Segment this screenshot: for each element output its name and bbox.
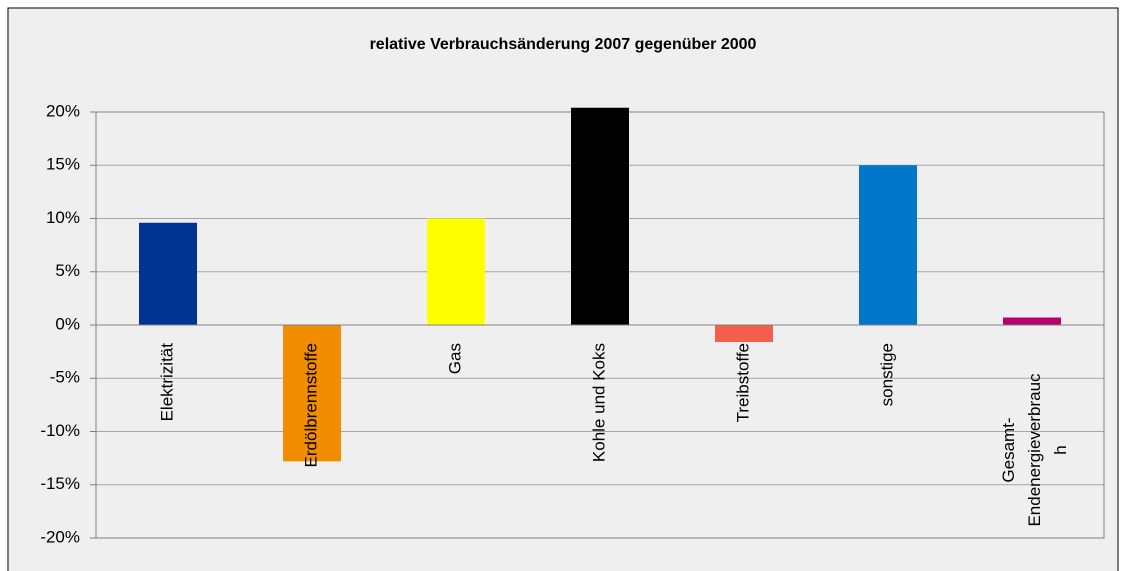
bar xyxy=(427,218,485,325)
y-tick-label: 10% xyxy=(46,208,80,227)
x-tick-label: Elektrizität xyxy=(157,343,176,422)
x-tick-label: Kohle und Koks xyxy=(589,343,608,462)
y-tick-label: -15% xyxy=(40,474,80,493)
bar xyxy=(283,325,341,462)
bar xyxy=(139,222,197,325)
y-tick-label: 0% xyxy=(55,314,80,333)
x-tick-label: sonstige xyxy=(877,343,896,406)
y-tick-label: -20% xyxy=(40,527,80,546)
y-tick-label: -5% xyxy=(50,368,80,387)
x-tick-label: Treibstoffe xyxy=(733,343,752,422)
y-tick-label: 15% xyxy=(46,155,80,174)
y-tick-label: 5% xyxy=(55,261,80,280)
x-tick-label: Erdölbrennstoffe xyxy=(301,343,320,467)
y-tick-label: -10% xyxy=(40,421,80,440)
bar xyxy=(1003,317,1061,325)
y-tick-label: 20% xyxy=(46,101,80,120)
bar xyxy=(571,107,629,326)
x-tick-label: Gas xyxy=(445,343,464,374)
bar xyxy=(715,325,773,343)
chart-title: relative Verbrauchsänderung 2007 gegenüb… xyxy=(370,36,757,53)
bar xyxy=(859,165,917,325)
x-tick-label: Gesamt- Endenergieverbrauc h xyxy=(999,373,1070,527)
